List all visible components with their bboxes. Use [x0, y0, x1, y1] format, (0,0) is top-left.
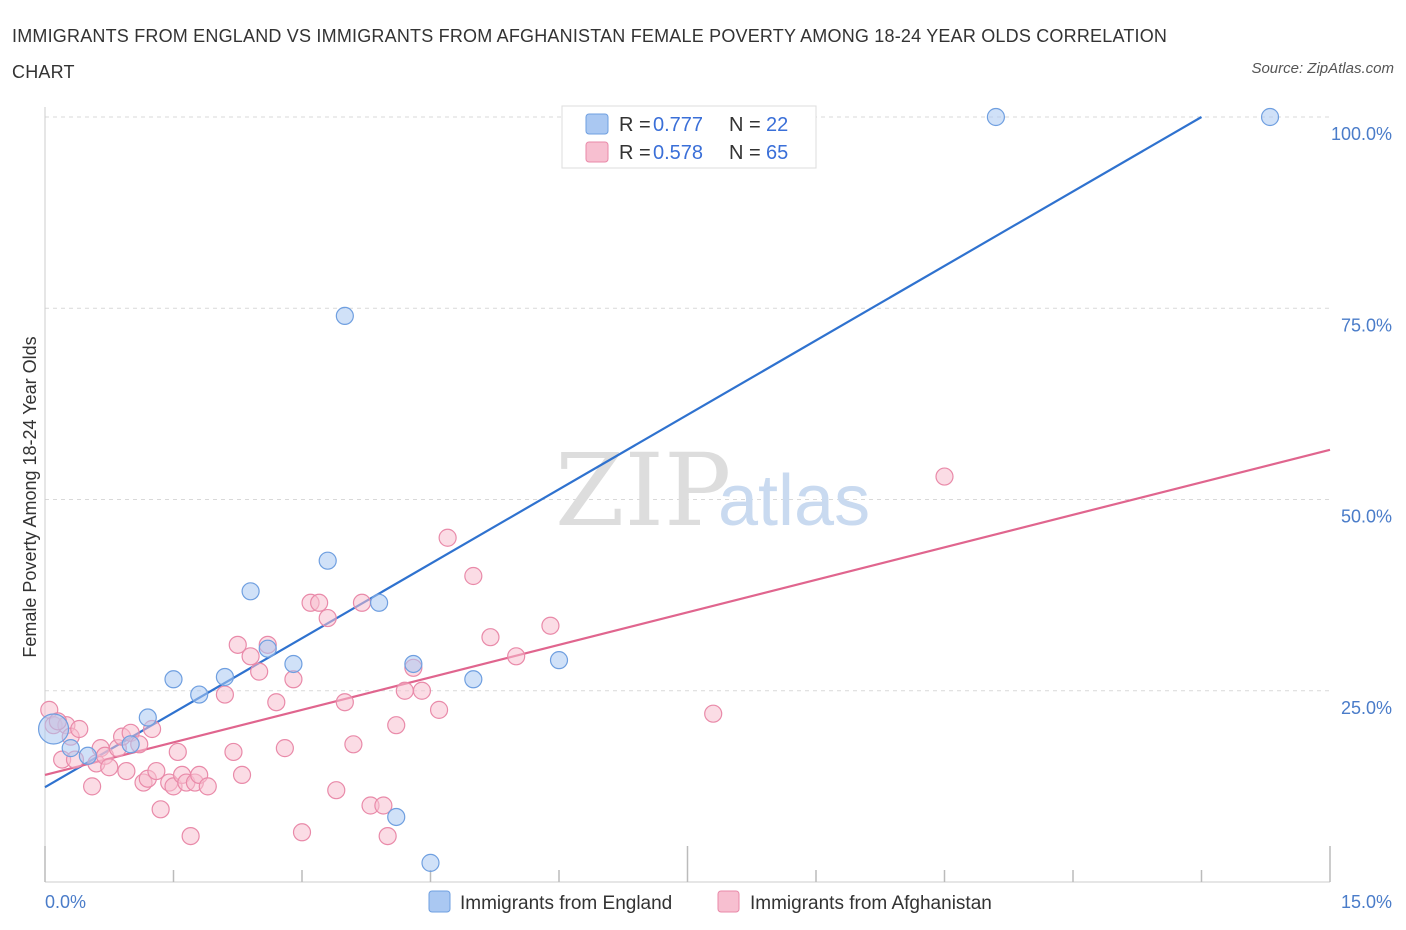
data-points	[37, 107, 1280, 872]
point-england	[190, 685, 209, 704]
y-tick-label: 25.0%	[1341, 698, 1392, 718]
chart-title: IMMIGRANTS FROM ENGLAND VS IMMIGRANTS FR…	[12, 26, 1168, 82]
grid-lines	[45, 116, 1330, 692]
y-tick-label: 50.0%	[1341, 507, 1392, 527]
point-afghanistan	[198, 777, 217, 796]
y-tick-label: 75.0%	[1341, 315, 1392, 335]
bottom-legend-swatch-afghanistan	[717, 890, 740, 913]
point-england	[464, 670, 483, 689]
axes	[44, 107, 1331, 883]
legend-n-label-england: N =	[729, 114, 761, 136]
point-england	[404, 654, 423, 674]
point-afghanistan	[275, 739, 294, 758]
point-england	[549, 651, 569, 670]
point-afghanistan	[292, 823, 312, 842]
point-afghanistan	[335, 693, 354, 712]
legend-r-label-afghanistan: R =	[619, 142, 651, 164]
point-afghanistan	[395, 681, 414, 700]
y-axis-label: Female Poverty Among 18-24 Year Olds	[20, 336, 40, 657]
point-afghanistan	[378, 826, 397, 846]
point-afghanistan	[215, 685, 234, 704]
point-afghanistan	[267, 693, 286, 712]
legend-swatch-england	[585, 113, 609, 135]
watermark-zip: ZIP	[555, 432, 731, 549]
point-afghanistan	[228, 635, 247, 654]
point-england	[138, 708, 157, 727]
point-afghanistan	[70, 719, 89, 739]
point-england	[121, 735, 140, 754]
point-afghanistan	[250, 662, 269, 681]
point-afghanistan	[232, 765, 252, 785]
legend-n-label-afghanistan: N =	[729, 142, 761, 164]
point-afghanistan	[151, 800, 170, 819]
point-afghanistan	[374, 796, 393, 815]
point-afghanistan	[224, 742, 243, 762]
point-afghanistan	[241, 647, 260, 666]
point-afghanistan	[310, 593, 329, 612]
bottom-legend-england: Immigrants from England	[460, 893, 672, 914]
x-tick-label-min: 0.0%	[45, 892, 86, 912]
point-england	[370, 593, 389, 612]
legend-n-value-england: 22	[766, 114, 788, 136]
point-afghanistan	[344, 735, 363, 754]
point-afghanistan	[318, 608, 337, 628]
point-afghanistan	[352, 593, 372, 612]
point-afghanistan	[168, 742, 187, 762]
point-england	[335, 306, 354, 325]
watermark-atlas: atlas	[718, 461, 870, 541]
legend-n-value-afghanistan: 65	[766, 142, 788, 164]
point-england	[37, 713, 70, 745]
point-afghanistan	[83, 777, 102, 796]
point-afghanistan	[464, 566, 483, 586]
trend-line-england	[44, 116, 1203, 789]
trend-lines	[44, 116, 1331, 789]
y-tick-labels: 25.0% 50.0% 75.0% 100.0%	[1331, 124, 1392, 718]
point-england	[61, 739, 80, 758]
point-afghanistan	[327, 781, 346, 800]
point-afghanistan	[387, 716, 406, 735]
point-england	[164, 670, 183, 689]
point-england	[284, 654, 303, 674]
point-england	[387, 807, 406, 827]
point-england	[215, 667, 234, 687]
point-england	[241, 582, 260, 601]
legend-r-value-afghanistan: 0.578	[653, 142, 703, 164]
point-afghanistan	[284, 670, 303, 689]
point-afghanistan	[704, 704, 723, 723]
point-england	[421, 853, 440, 872]
x-tick-labels: 0.0% 15.0%	[45, 892, 1392, 912]
y-tick-label: 100.0%	[1331, 124, 1392, 144]
bottom-legend-swatch-england	[428, 890, 451, 913]
point-england	[258, 639, 277, 658]
legend-r-label-england: R =	[619, 114, 651, 136]
bottom-legend: Immigrants from England Immigrants from …	[428, 890, 992, 914]
point-afghanistan	[147, 761, 166, 781]
watermark: ZIP atlas	[555, 432, 870, 549]
point-afghanistan	[412, 681, 432, 700]
trend-line-afghanistan	[44, 448, 1331, 776]
point-england	[986, 107, 1006, 127]
legend-swatch-afghanistan	[585, 141, 609, 163]
point-afghanistan	[117, 761, 136, 781]
point-england	[1260, 107, 1280, 127]
point-afghanistan	[438, 528, 457, 547]
point-afghanistan	[481, 628, 500, 647]
x-tick-label-max: 15.0%	[1341, 892, 1392, 912]
point-afghanistan	[507, 647, 526, 666]
legend-r-value-england: 0.777	[653, 114, 703, 136]
source-note: Source: ZipAtlas.com	[1251, 60, 1394, 77]
point-afghanistan	[541, 616, 560, 635]
top-legend: R = 0.777 N = 22 R = 0.578 N = 65	[561, 105, 817, 169]
point-england	[318, 551, 337, 570]
point-afghanistan	[181, 826, 200, 846]
bottom-legend-afghanistan: Immigrants from Afghanistan	[750, 893, 992, 914]
point-afghanistan	[935, 467, 954, 486]
point-afghanistan	[429, 700, 449, 719]
point-england	[78, 746, 97, 765]
point-afghanistan	[100, 758, 119, 777]
